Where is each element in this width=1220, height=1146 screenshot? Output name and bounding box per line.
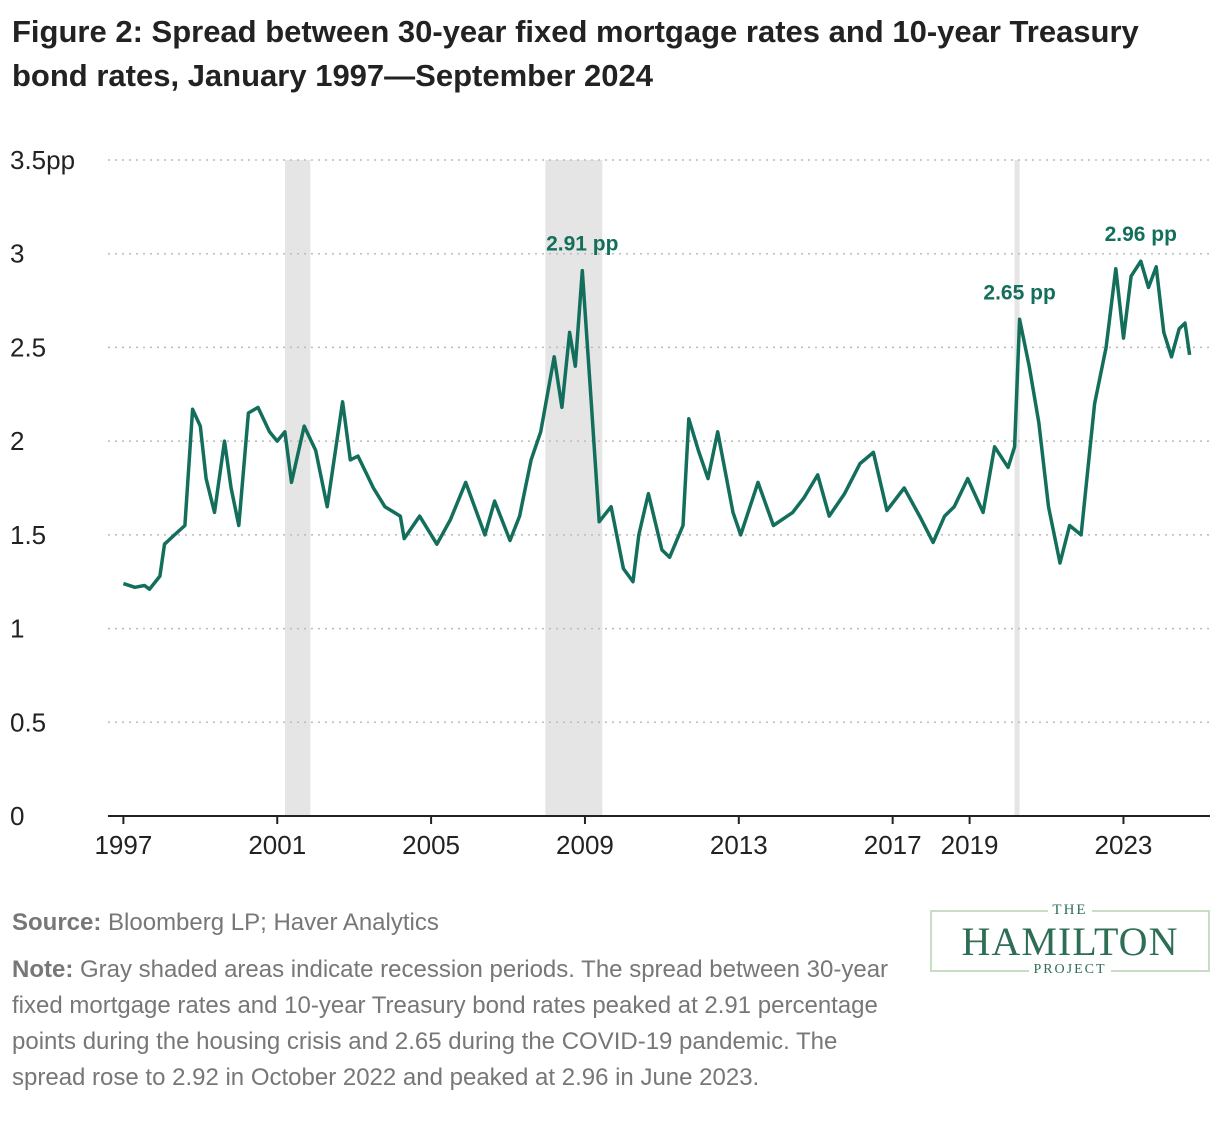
y-tick-label: 2.5 [10, 332, 46, 362]
annotation: 2.91 pp [546, 233, 618, 256]
y-tick-label: 0 [10, 801, 24, 831]
x-tick-label: 2019 [941, 830, 999, 860]
x-tick-label: 2009 [556, 830, 614, 860]
chart: 0 0.5 1 1.5 2 2.5 3 3.5pp 1997 2001 2005 2009 2013 20… [10, 145, 1210, 860]
recession-band [545, 160, 603, 816]
x-tick-label: 2023 [1095, 830, 1153, 860]
note-label: Note: [12, 956, 74, 983]
annotation: 2.96 pp [1105, 223, 1177, 246]
y-tick-label: 1.5 [10, 520, 46, 550]
logo-top: THE [1048, 902, 1092, 918]
y-tick-label: 0.5 [10, 707, 46, 737]
logo-main: HAMILTON [961, 919, 1179, 964]
y-tick-label: 2 [10, 426, 24, 456]
logo: THE HAMILTON PROJECT [930, 902, 1210, 977]
source: Source: Bloomberg LP; Haver Analytics [12, 905, 439, 941]
y-tick-label: 3.5pp [10, 145, 75, 175]
x-tick-label: 2001 [248, 830, 306, 860]
y-tick-label: 1 [10, 614, 24, 644]
chart-title: Figure 2: Spread between 30-year fixed m… [12, 14, 1139, 93]
annotation: 2.65 pp [983, 281, 1055, 304]
logo-bottom: PROJECT [1029, 962, 1111, 977]
note: Note: Gray shaded areas indicate recessi… [12, 952, 892, 1096]
series-line [122, 259, 1192, 591]
x-tick-label: 1997 [94, 830, 152, 860]
recession-band [284, 160, 311, 816]
note-text: Gray shaded areas indicate recession per… [12, 956, 889, 1091]
recession-band [1014, 160, 1020, 816]
y-tick-label: 3 [10, 239, 24, 269]
x-tick-label: 2005 [402, 830, 460, 860]
x-tick-label: 2013 [710, 830, 768, 860]
source-text: Bloomberg LP; Haver Analytics [108, 909, 439, 936]
source-label: Source: [12, 909, 102, 936]
x-tick-label: 2017 [864, 830, 922, 860]
